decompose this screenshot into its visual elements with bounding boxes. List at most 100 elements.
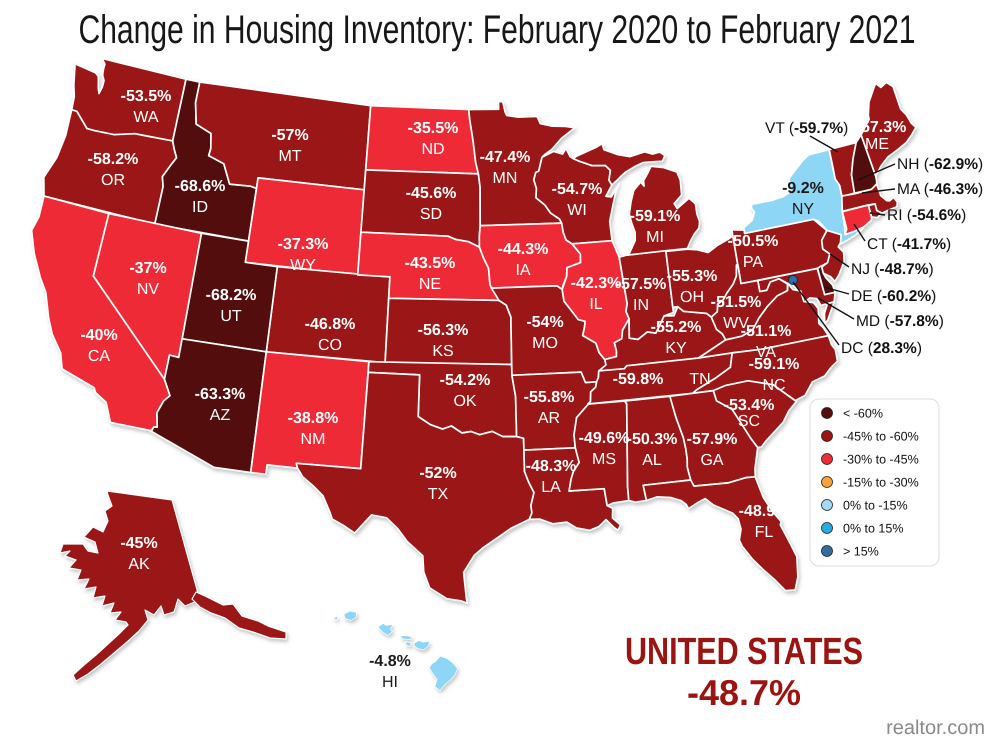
svg-text:-43.5%: -43.5% xyxy=(405,255,456,272)
svg-text:< -60%: < -60% xyxy=(843,407,883,421)
svg-text:realtor.com: realtor.com xyxy=(886,717,985,739)
svg-text:NC: NC xyxy=(762,377,785,394)
svg-text:FL: FL xyxy=(755,524,774,541)
svg-text:MD (-57.8%): MD (-57.8%) xyxy=(856,313,944,330)
svg-text:-48.7%: -48.7% xyxy=(687,672,801,713)
svg-text:-63.3%: -63.3% xyxy=(195,386,246,403)
svg-text:SC: SC xyxy=(738,413,760,430)
svg-text:-57%: -57% xyxy=(271,127,308,144)
svg-text:0% to -15%: 0% to -15% xyxy=(843,499,908,513)
svg-text:-52%: -52% xyxy=(419,465,456,482)
svg-text:-45.6%: -45.6% xyxy=(406,185,457,202)
svg-text:-37%: -37% xyxy=(129,260,166,277)
svg-text:-15% to -30%: -15% to -30% xyxy=(843,476,919,490)
svg-text:WA: WA xyxy=(133,109,159,126)
svg-text:DC (28.3%): DC (28.3%) xyxy=(841,340,922,357)
svg-text:-48.9%: -48.9% xyxy=(739,503,790,520)
svg-text:NV: NV xyxy=(137,281,160,298)
svg-text:AL: AL xyxy=(642,452,662,469)
svg-text:-59.1%: -59.1% xyxy=(749,356,800,373)
svg-text:VA: VA xyxy=(756,344,776,361)
svg-text:MN: MN xyxy=(493,170,518,187)
svg-text:-9.2%: -9.2% xyxy=(782,180,824,197)
svg-text:NE: NE xyxy=(419,276,441,293)
svg-text:-51.5%: -51.5% xyxy=(711,294,762,311)
svg-text:-56.3%: -56.3% xyxy=(418,322,469,339)
svg-text:TN: TN xyxy=(689,371,710,388)
svg-text:PA: PA xyxy=(743,254,763,271)
svg-text:-68.2%: -68.2% xyxy=(206,287,257,304)
svg-text:-47.4%: -47.4% xyxy=(480,149,531,166)
svg-text:MI: MI xyxy=(646,229,664,246)
svg-text:-55.8%: -55.8% xyxy=(524,389,575,406)
svg-text:-42.3%: -42.3% xyxy=(571,275,622,292)
svg-text:ND: ND xyxy=(421,141,444,158)
svg-text:-4.8%: -4.8% xyxy=(369,653,411,670)
svg-text:CO: CO xyxy=(318,337,342,354)
svg-text:MO: MO xyxy=(532,335,558,352)
svg-text:-30% to -45%: -30% to -45% xyxy=(843,453,919,467)
svg-text:VT (-59.7%): VT (-59.7%) xyxy=(765,120,848,137)
svg-text:MA (-46.3%): MA (-46.3%) xyxy=(897,181,983,198)
svg-text:CT (-41.7%): CT (-41.7%) xyxy=(867,236,951,253)
svg-text:OK: OK xyxy=(453,393,476,410)
svg-text:Change in Housing Inventory: F: Change in Housing Inventory: February 20… xyxy=(79,8,916,52)
svg-text:NJ (-48.7%): NJ (-48.7%) xyxy=(851,261,934,278)
svg-text:UNITED STATES: UNITED STATES xyxy=(625,631,863,673)
svg-text:IL: IL xyxy=(589,296,602,313)
svg-text:-40%: -40% xyxy=(80,327,117,344)
svg-text:NH (-62.9%): NH (-62.9%) xyxy=(897,156,983,173)
svg-text:-54%: -54% xyxy=(526,314,563,331)
svg-text:0% to 15%: 0% to 15% xyxy=(843,522,903,536)
svg-text:-57.5%: -57.5% xyxy=(616,276,667,293)
svg-text:> 15%: > 15% xyxy=(843,545,879,559)
svg-text:-57.3%: -57.3% xyxy=(856,119,907,136)
svg-text:-55.2%: -55.2% xyxy=(651,319,702,336)
svg-text:ME: ME xyxy=(865,136,889,153)
svg-text:KS: KS xyxy=(432,343,453,360)
svg-text:NM: NM xyxy=(301,431,326,448)
svg-text:MT: MT xyxy=(278,148,301,165)
svg-text:-45%: -45% xyxy=(120,535,157,552)
svg-text:UT: UT xyxy=(220,308,242,325)
svg-text:-68.6%: -68.6% xyxy=(175,178,226,195)
svg-text:MS: MS xyxy=(592,451,616,468)
svg-text:-50.3%: -50.3% xyxy=(627,431,678,448)
svg-text:LA: LA xyxy=(541,479,561,496)
svg-text:SD: SD xyxy=(420,206,442,223)
svg-text:OH: OH xyxy=(680,289,704,306)
svg-text:-48.3%: -48.3% xyxy=(526,458,577,475)
svg-text:RI (-54.6%): RI (-54.6%) xyxy=(887,207,966,224)
svg-text:-45% to -60%: -45% to -60% xyxy=(843,430,919,444)
svg-text:DE (-60.2%): DE (-60.2%) xyxy=(851,288,936,305)
svg-text:WY: WY xyxy=(290,257,316,274)
svg-text:-59.1%: -59.1% xyxy=(630,208,681,225)
svg-text:-53.5%: -53.5% xyxy=(121,88,172,105)
svg-text:-37.3%: -37.3% xyxy=(278,236,329,253)
svg-text:-46.8%: -46.8% xyxy=(305,316,356,333)
svg-text:CA: CA xyxy=(88,348,111,365)
svg-text:-57.9%: -57.9% xyxy=(687,431,738,448)
svg-text:-35.5%: -35.5% xyxy=(408,120,459,137)
svg-text:-55.3%: -55.3% xyxy=(667,268,718,285)
svg-text:-51.1%: -51.1% xyxy=(741,323,792,340)
svg-text:-49.6%: -49.6% xyxy=(579,430,630,447)
svg-text:IN: IN xyxy=(633,297,649,314)
svg-text:WI: WI xyxy=(567,202,587,219)
svg-text:-50.5%: -50.5% xyxy=(728,233,779,250)
svg-text:GA: GA xyxy=(700,452,723,469)
svg-text:KY: KY xyxy=(665,340,687,357)
svg-text:IA: IA xyxy=(515,262,530,279)
svg-text:TX: TX xyxy=(428,486,449,503)
svg-text:HI: HI xyxy=(382,674,398,691)
svg-text:-58.2%: -58.2% xyxy=(88,151,139,168)
svg-text:NY: NY xyxy=(792,201,815,218)
svg-text:OR: OR xyxy=(101,172,125,189)
svg-text:AZ: AZ xyxy=(210,407,231,424)
svg-text:AK: AK xyxy=(128,556,150,573)
svg-text:WV: WV xyxy=(723,315,749,332)
svg-text:-44.3%: -44.3% xyxy=(498,241,549,258)
svg-text:-59.8%: -59.8% xyxy=(613,371,664,388)
svg-text:-54.7%: -54.7% xyxy=(552,181,603,198)
svg-text:-53.4%: -53.4% xyxy=(724,397,775,414)
